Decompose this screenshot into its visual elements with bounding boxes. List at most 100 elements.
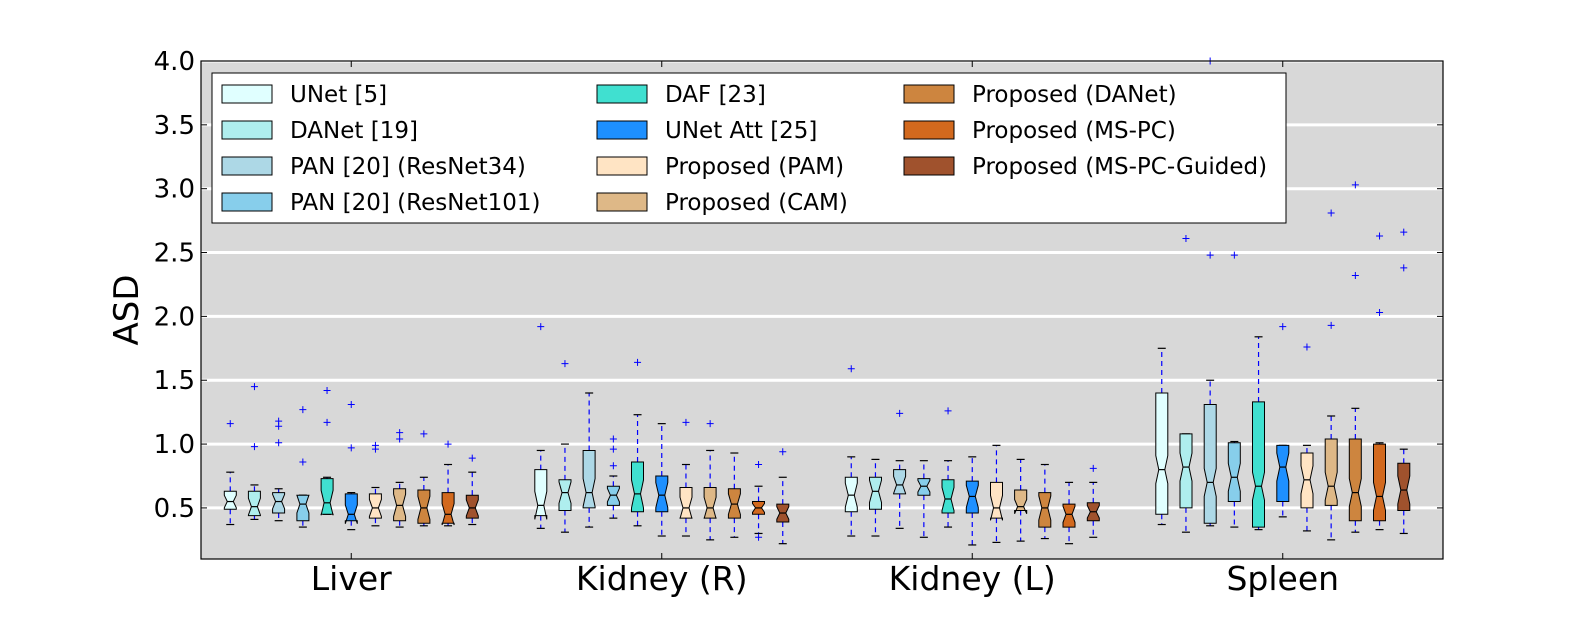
outlier-point <box>609 462 617 470</box>
legend-label: PAN [20] (ResNet34) <box>290 154 526 180</box>
legend-label: PAN [20] (ResNet101) <box>290 190 540 216</box>
outlier-point <box>1400 228 1408 236</box>
box-body <box>1397 462 1411 511</box>
box-3-10 <box>1397 228 1411 535</box>
box-3-9 <box>1373 232 1386 531</box>
box-body <box>393 488 407 522</box>
legend-label: UNet [5] <box>290 82 387 108</box>
legend-item: PAN [20] (ResNet34) <box>221 154 526 180</box>
legend-swatch <box>221 84 273 104</box>
category-label: Spleen <box>1226 559 1339 598</box>
box-0-1 <box>247 383 261 521</box>
box-body <box>1062 503 1076 528</box>
box-3-0 <box>1155 347 1169 526</box>
box-body <box>417 489 431 524</box>
box-body <box>223 490 237 510</box>
outlier-point <box>847 365 855 373</box>
plot-frame <box>200 60 1444 560</box>
outlier-point <box>1279 323 1287 331</box>
box-body <box>582 450 596 509</box>
legend-swatch <box>903 156 955 176</box>
box-body <box>344 493 358 524</box>
box-body <box>990 481 1003 521</box>
box-1-1 <box>558 360 572 533</box>
outlier-point <box>1206 251 1214 259</box>
outlier-point <box>396 429 404 437</box>
box-0-2 <box>272 417 286 522</box>
outlier-point <box>609 435 617 443</box>
legend-label: Proposed (MS-PC-Guided) <box>972 154 1267 180</box>
legend-swatch <box>903 120 955 140</box>
y-axis: 0.5 1.0 1.5 2.0 2.5 3.0 3.5 4.0 <box>154 47 1443 524</box>
legend-label: DANet [19] <box>290 118 418 144</box>
box-body <box>1038 492 1052 528</box>
outlier-point <box>444 440 452 448</box>
outlier-point <box>1089 464 1097 472</box>
box-body <box>917 478 931 496</box>
box-1-0 <box>534 323 548 529</box>
box-0-0 <box>223 420 237 526</box>
outlier-point <box>1351 181 1359 189</box>
legend-item: UNet Att [25] <box>596 118 817 144</box>
box-groups <box>223 57 1411 546</box>
box-2-10 <box>1086 464 1100 538</box>
outlier-point <box>1351 272 1359 280</box>
box-1-7 <box>703 420 717 541</box>
outlier-point <box>1303 343 1311 351</box>
y-tick-label: 2.0 <box>154 302 195 332</box>
legend-label: Proposed (MS-PC) <box>972 118 1176 144</box>
box-body <box>1373 443 1386 522</box>
outlier-point <box>347 400 355 408</box>
box-2-4 <box>941 407 955 528</box>
legend-label: UNet Att [25] <box>665 118 817 144</box>
legend-swatch <box>596 156 648 176</box>
box-body <box>247 490 261 517</box>
legend-swatch <box>221 156 273 176</box>
box-0-7 <box>393 429 407 528</box>
legend-swatch <box>221 120 273 140</box>
box-3-7 <box>1324 209 1338 541</box>
box-2-5 <box>965 456 979 546</box>
box-0-3 <box>296 406 310 528</box>
x-axis: Liver Kidney (R) Kidney (L) Spleen <box>311 61 1339 598</box>
legend-swatch <box>221 192 273 212</box>
box-body <box>1252 401 1265 528</box>
legend-label: Proposed (DANet) <box>972 82 1177 108</box>
y-tick-label: 3.5 <box>154 111 195 141</box>
box-2-9 <box>1062 481 1076 545</box>
box-0-9 <box>441 440 455 527</box>
box-1-3 <box>606 435 620 519</box>
box-body <box>631 461 644 513</box>
box-body <box>1348 438 1362 522</box>
box-3-5 <box>1276 323 1290 518</box>
box-2-8 <box>1038 463 1052 540</box>
outlier-point <box>755 533 763 541</box>
outlier-point <box>755 461 763 469</box>
box-body <box>893 469 907 495</box>
y-tick-label: 3.0 <box>154 175 195 205</box>
category-label: Kidney (L) <box>889 559 1056 598</box>
outlier-point <box>323 386 331 394</box>
box-body <box>465 494 479 519</box>
box-1-2 <box>582 392 596 528</box>
outlier-point <box>944 407 952 415</box>
box-1-5 <box>655 423 669 537</box>
outlier-point <box>468 454 476 462</box>
legend-item: UNet [5] <box>221 82 387 108</box>
outlier-point <box>420 430 428 438</box>
box-body <box>1227 442 1241 502</box>
box-3-2 <box>1203 57 1217 527</box>
y-tick-label: 1.5 <box>154 366 195 396</box>
box-body <box>1300 452 1314 509</box>
legend-swatch <box>596 84 648 104</box>
box-2-3 <box>917 460 931 538</box>
box-body <box>727 488 741 519</box>
box-body <box>320 478 334 516</box>
legend-swatch <box>596 120 648 140</box>
outlier-point <box>1376 232 1384 240</box>
outlier-point <box>1400 264 1408 272</box>
box-body <box>1155 392 1169 515</box>
box-body <box>1179 433 1193 509</box>
box-body <box>368 493 382 519</box>
outlier-point <box>1327 321 1335 329</box>
